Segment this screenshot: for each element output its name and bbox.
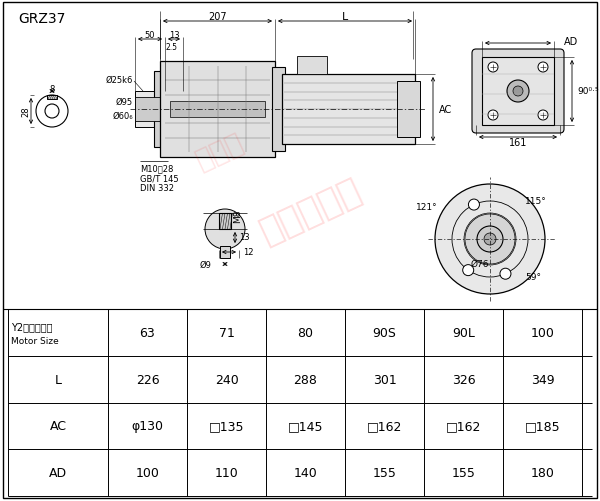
Text: M8: M8: [233, 209, 242, 222]
Text: AC: AC: [439, 105, 452, 115]
Text: 115°: 115°: [525, 197, 547, 206]
Text: φ130: φ130: [131, 419, 163, 432]
Circle shape: [488, 111, 498, 121]
Bar: [135, 98, 165, 122]
Bar: [272, 68, 285, 152]
Text: Y2电机机座号: Y2电机机座号: [11, 322, 53, 332]
Bar: [170, 102, 265, 118]
Text: L: L: [342, 12, 348, 22]
Text: 349: 349: [530, 373, 554, 386]
Text: 240: 240: [215, 373, 238, 386]
Text: Motor Size: Motor Size: [11, 336, 59, 345]
Circle shape: [507, 81, 529, 103]
Text: □162: □162: [446, 419, 481, 432]
Text: 8: 8: [49, 84, 55, 93]
Circle shape: [469, 200, 479, 210]
Text: AD: AD: [564, 37, 578, 47]
Text: M10深28: M10深28: [140, 164, 173, 173]
Text: Ø60₆: Ø60₆: [112, 111, 133, 120]
Bar: [219, 213, 231, 229]
Bar: [297, 57, 327, 75]
Text: 13: 13: [239, 233, 250, 242]
Text: 155: 155: [452, 466, 475, 479]
Circle shape: [488, 63, 498, 73]
Text: 90L: 90L: [452, 326, 475, 339]
Text: 161: 161: [509, 138, 527, 148]
Circle shape: [205, 209, 245, 249]
Circle shape: [464, 213, 516, 266]
Text: Ø25k6: Ø25k6: [106, 75, 133, 84]
Text: 121°: 121°: [416, 203, 438, 212]
Circle shape: [484, 233, 496, 245]
Text: 13: 13: [169, 32, 179, 41]
Text: 12: 12: [243, 248, 254, 257]
Text: GRZ37: GRZ37: [18, 12, 65, 26]
Text: 瓦玛特传动: 瓦玛特传动: [254, 173, 366, 250]
Text: □135: □135: [209, 419, 244, 432]
Text: 288: 288: [293, 373, 317, 386]
Circle shape: [500, 269, 511, 280]
Text: Ø95: Ø95: [116, 97, 133, 106]
Circle shape: [435, 185, 545, 295]
Text: GB/T 145: GB/T 145: [140, 174, 179, 183]
Bar: [135, 92, 162, 128]
Text: 2.5: 2.5: [166, 43, 178, 52]
Circle shape: [463, 265, 474, 276]
Text: 28: 28: [22, 107, 31, 117]
Text: □185: □185: [524, 419, 560, 432]
Text: 326: 326: [452, 373, 475, 386]
Text: 180: 180: [530, 466, 554, 479]
Circle shape: [477, 226, 503, 253]
Text: 226: 226: [136, 373, 160, 386]
Text: 90⁰·⁵: 90⁰·⁵: [577, 87, 599, 96]
Circle shape: [538, 63, 548, 73]
Text: 80: 80: [298, 326, 314, 339]
Text: 50: 50: [145, 32, 155, 41]
Text: 瓦玛特: 瓦玛特: [191, 129, 248, 175]
Text: Ø76: Ø76: [471, 259, 489, 268]
Bar: [160, 62, 275, 158]
Text: 71: 71: [218, 326, 235, 339]
Text: 90S: 90S: [373, 326, 397, 339]
Circle shape: [513, 87, 523, 97]
Text: 155: 155: [373, 466, 397, 479]
Text: 207: 207: [208, 12, 227, 22]
Bar: [282, 75, 415, 145]
Text: DIN 332: DIN 332: [140, 184, 174, 192]
Text: 301: 301: [373, 373, 397, 386]
Text: 110: 110: [215, 466, 238, 479]
Text: 100: 100: [136, 466, 160, 479]
Text: 100: 100: [530, 326, 554, 339]
Bar: [482, 58, 554, 126]
Text: AC: AC: [49, 419, 67, 432]
Bar: [47, 96, 57, 100]
Text: □162: □162: [367, 419, 402, 432]
Bar: [397, 82, 420, 138]
Bar: [220, 246, 230, 259]
Text: 140: 140: [293, 466, 317, 479]
Text: 59°: 59°: [525, 273, 541, 282]
Text: 63: 63: [140, 326, 155, 339]
Text: L: L: [55, 373, 62, 386]
Text: Ø9: Ø9: [199, 260, 211, 269]
Text: □145: □145: [288, 419, 323, 432]
Text: AD: AD: [49, 466, 67, 479]
Bar: [154, 72, 165, 148]
Circle shape: [538, 111, 548, 121]
FancyBboxPatch shape: [472, 50, 564, 134]
